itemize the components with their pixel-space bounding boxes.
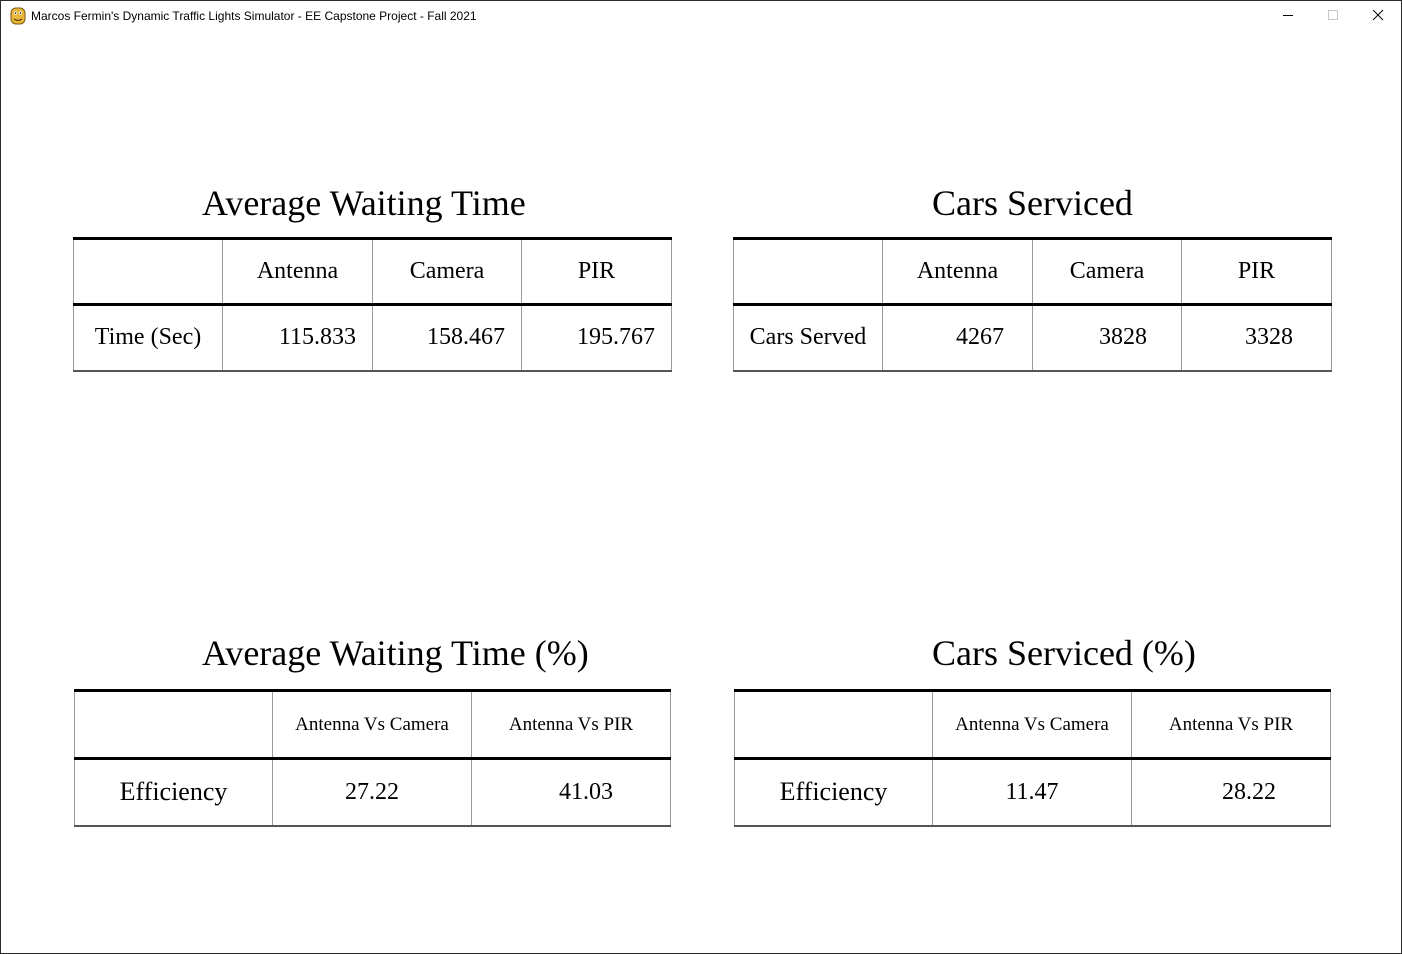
value-cell: 28.22 xyxy=(1131,758,1331,827)
maximize-button[interactable] xyxy=(1310,1,1356,32)
header-cell: Antenna xyxy=(882,237,1033,306)
header-cell: Camera xyxy=(372,237,522,306)
cars-serviced-table: Antenna Camera PIR Cars Served 4267 3828… xyxy=(733,237,1332,372)
table-header-row: Antenna Camera PIR xyxy=(733,237,1332,306)
header-cell: PIR xyxy=(1181,237,1332,306)
header-cell: Antenna Vs Camera xyxy=(932,689,1132,760)
row-label: Cars Served xyxy=(733,304,883,372)
header-cell: Camera xyxy=(1032,237,1182,306)
value-cell: 115.833 xyxy=(222,304,373,372)
value-cell: 11.47 xyxy=(932,758,1132,827)
header-cell xyxy=(734,689,933,760)
header-cell: Antenna Vs PIR xyxy=(1131,689,1331,760)
row-label: Efficiency xyxy=(74,758,273,827)
value-cell: 195.767 xyxy=(521,304,672,372)
header-cell xyxy=(733,237,883,306)
header-cell: PIR xyxy=(521,237,672,306)
python-icon xyxy=(10,7,26,25)
maximize-icon xyxy=(1327,8,1339,26)
title-bar[interactable]: Marcos Fermin's Dynamic Traffic Lights S… xyxy=(1,1,1401,32)
avg-waiting-time-title: Average Waiting Time xyxy=(202,183,526,223)
value-cell: 27.22 xyxy=(272,758,472,827)
cars-serviced-pct-title: Cars Serviced (%) xyxy=(932,633,1196,673)
table-header-row: Antenna Vs Camera Antenna Vs PIR xyxy=(734,689,1331,760)
close-icon xyxy=(1372,8,1384,26)
avg-waiting-time-pct-title: Average Waiting Time (%) xyxy=(202,633,589,673)
row-label: Time (Sec) xyxy=(73,304,223,372)
table-row: Time (Sec) 115.833 158.467 195.767 xyxy=(73,304,672,372)
value-cell: 3328 xyxy=(1181,304,1332,372)
close-button[interactable] xyxy=(1355,1,1401,32)
table-row: Efficiency 27.22 41.03 xyxy=(74,758,671,827)
table-header-row: Antenna Camera PIR xyxy=(73,237,672,306)
avg-waiting-time-pct-table: Antenna Vs Camera Antenna Vs PIR Efficie… xyxy=(74,689,671,827)
value-cell: 3828 xyxy=(1032,304,1182,372)
table-header-row: Antenna Vs Camera Antenna Vs PIR xyxy=(74,689,671,760)
minimize-icon xyxy=(1282,8,1294,26)
table-row: Efficiency 11.47 28.22 xyxy=(734,758,1331,827)
avg-waiting-time-table: Antenna Camera PIR Time (Sec) 115.833 15… xyxy=(73,237,672,372)
minimize-button[interactable] xyxy=(1265,1,1311,32)
cars-serviced-pct-table: Antenna Vs Camera Antenna Vs PIR Efficie… xyxy=(734,689,1331,827)
row-label: Efficiency xyxy=(734,758,933,827)
header-cell: Antenna xyxy=(222,237,373,306)
table-row: Cars Served 4267 3828 3328 xyxy=(733,304,1332,372)
window-title: Marcos Fermin's Dynamic Traffic Lights S… xyxy=(31,9,477,23)
cars-serviced-title: Cars Serviced xyxy=(932,183,1133,223)
value-cell: 41.03 xyxy=(471,758,671,827)
value-cell: 4267 xyxy=(882,304,1033,372)
header-cell: Antenna Vs Camera xyxy=(272,689,472,760)
header-cell: Antenna Vs PIR xyxy=(471,689,671,760)
header-cell xyxy=(73,237,223,306)
header-cell xyxy=(74,689,273,760)
value-cell: 158.467 xyxy=(372,304,522,372)
